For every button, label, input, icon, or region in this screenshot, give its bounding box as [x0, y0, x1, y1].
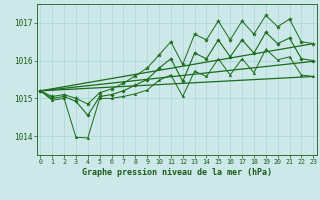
X-axis label: Graphe pression niveau de la mer (hPa): Graphe pression niveau de la mer (hPa)	[82, 168, 272, 177]
